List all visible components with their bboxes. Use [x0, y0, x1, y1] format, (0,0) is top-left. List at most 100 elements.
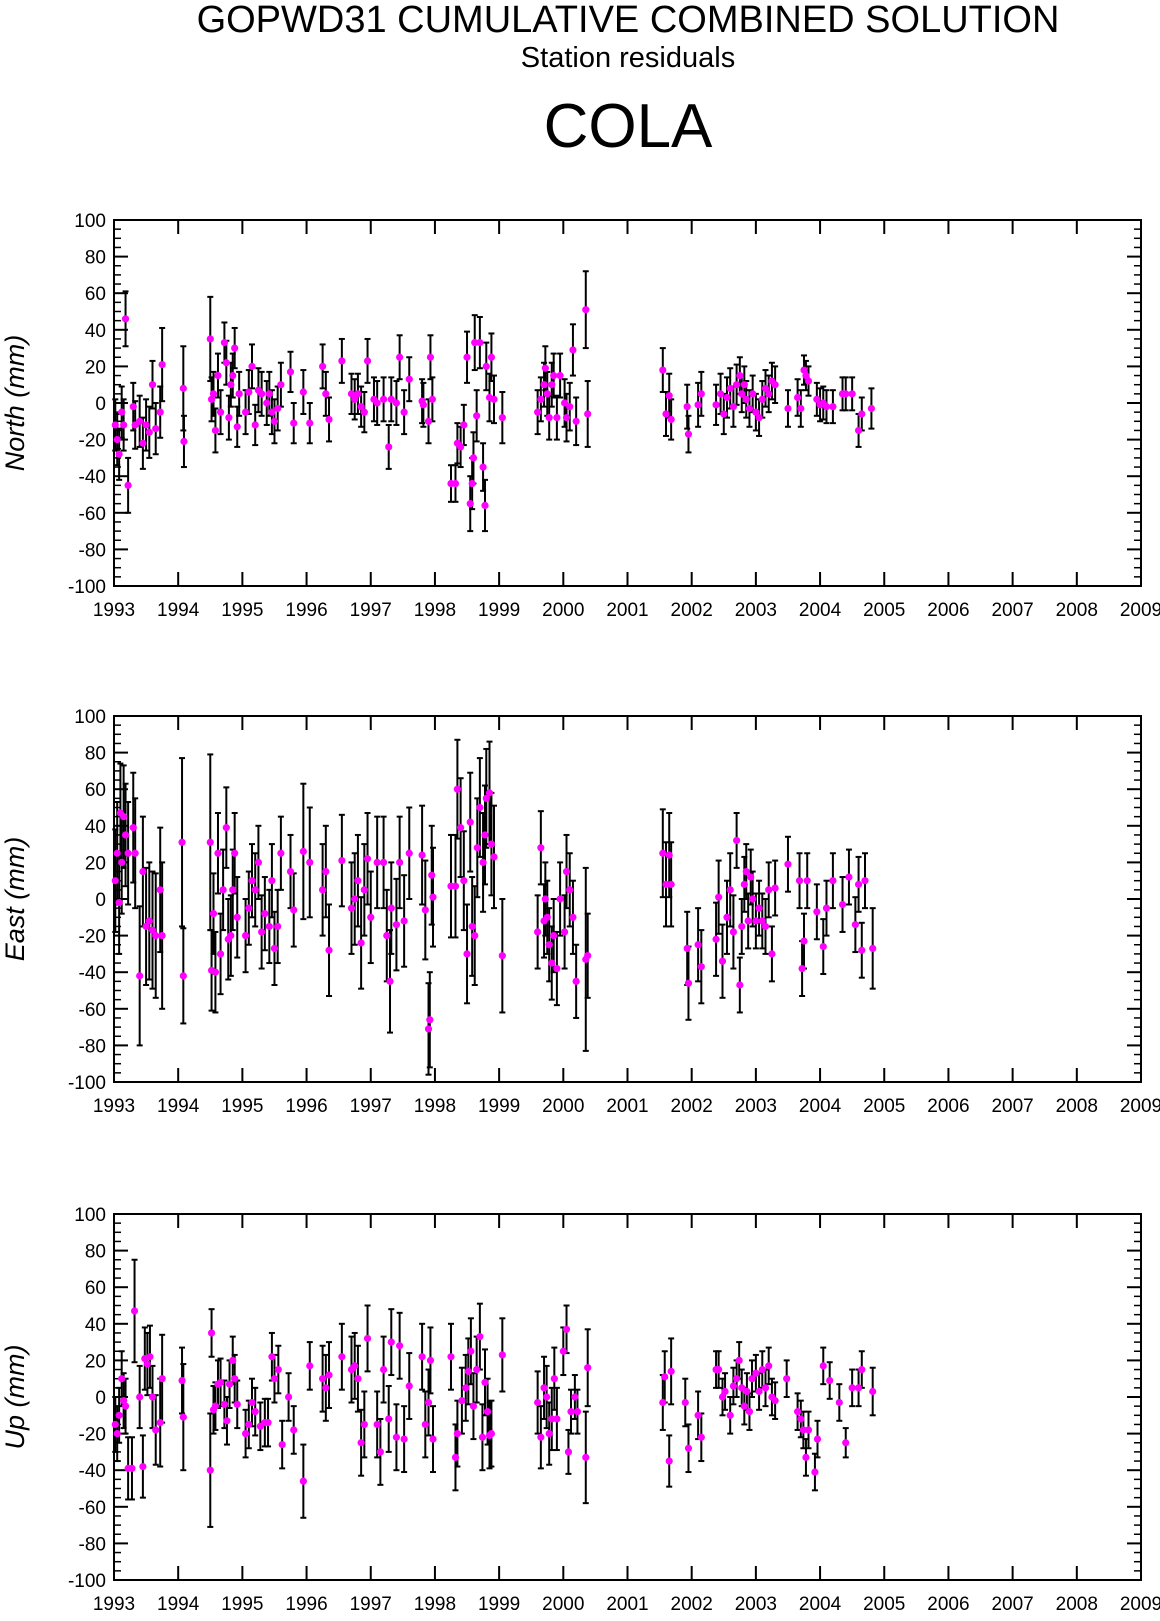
data-point [258, 928, 266, 936]
data-point [178, 1376, 186, 1385]
data-point [111, 877, 119, 885]
y-tick-label: 100 [74, 1205, 106, 1226]
data-point [761, 922, 770, 931]
station-name: COLA [543, 92, 713, 161]
data-point [822, 904, 831, 912]
data-point [659, 1398, 667, 1407]
data-point [121, 315, 130, 323]
data-point [357, 403, 365, 411]
x-tick-label: 2005 [863, 600, 905, 621]
data-point [485, 789, 494, 797]
data-point [211, 968, 220, 976]
x-tick-label: 2006 [927, 1096, 969, 1117]
data-point [373, 858, 381, 867]
data-point [214, 371, 222, 380]
data-point [726, 886, 734, 894]
data-point [290, 906, 298, 914]
x-tick-label: 2007 [991, 1096, 1033, 1117]
data-point [715, 1365, 723, 1374]
y-tick-label: -80 [79, 1534, 106, 1555]
data-point [325, 415, 333, 424]
data-point [803, 877, 811, 885]
data-point [120, 421, 128, 429]
data-point [738, 1384, 746, 1392]
data-point [550, 371, 558, 380]
data-point [584, 1364, 592, 1372]
data-point [749, 895, 757, 903]
x-tick-label: 2008 [1056, 1096, 1098, 1117]
data-point [245, 904, 253, 912]
data-point [768, 950, 776, 958]
data-point [466, 818, 474, 826]
data-point [684, 1444, 693, 1452]
data-point [534, 408, 542, 416]
x-tick-label: 2002 [671, 600, 713, 621]
data-point [385, 443, 393, 451]
data-point [712, 935, 720, 943]
data-point [207, 395, 216, 403]
data-point [740, 1402, 748, 1410]
data-point [178, 838, 186, 846]
data-point [540, 1384, 548, 1392]
x-tick-label: 1993 [93, 600, 135, 621]
data-point [718, 1393, 727, 1401]
x-tick-label: 1996 [285, 600, 327, 621]
x-tick-label: 2008 [1056, 1594, 1098, 1615]
data-point [584, 952, 592, 960]
data-point [466, 500, 474, 508]
data-point [813, 395, 821, 403]
data-point [373, 1420, 381, 1429]
data-point [270, 944, 279, 953]
data-point [559, 1347, 567, 1355]
data-point [793, 393, 802, 402]
y-tick-label: -60 [79, 1000, 106, 1021]
data-point [158, 932, 166, 940]
y-tick-label: -100 [68, 577, 106, 598]
data-point [245, 1420, 253, 1429]
data-point [811, 1468, 819, 1476]
data-point [694, 941, 702, 949]
data-point [545, 414, 553, 422]
data-point [473, 844, 481, 852]
data-point [662, 880, 670, 888]
data-point [231, 1375, 239, 1383]
y-tick-label: 40 [85, 817, 106, 838]
data-point [744, 917, 752, 925]
x-tick-label: 2000 [542, 1096, 584, 1117]
data-point [819, 1362, 827, 1370]
data-point [553, 964, 561, 973]
data-point [765, 886, 773, 894]
data-point [360, 886, 368, 894]
data-point [469, 1402, 478, 1410]
data-point [400, 1435, 408, 1443]
data-point [220, 1400, 229, 1408]
data-point [458, 1397, 466, 1405]
data-point [553, 1415, 561, 1423]
data-point [229, 1356, 237, 1364]
data-point [120, 1397, 128, 1405]
x-tick-label: 1993 [93, 1096, 135, 1117]
data-point [569, 346, 577, 354]
data-point [264, 1419, 272, 1427]
y-tick-label: -40 [79, 1461, 106, 1482]
data-point [479, 858, 487, 867]
data-point [113, 1430, 121, 1438]
y-tick-label: 40 [85, 321, 106, 342]
data-point [209, 390, 218, 398]
data-point [121, 831, 130, 839]
data-point [802, 1453, 810, 1461]
data-point [152, 932, 160, 940]
data-point [418, 1353, 426, 1361]
data-point [274, 1365, 282, 1374]
data-point [268, 877, 276, 885]
data-point [457, 443, 465, 451]
data-point [842, 390, 850, 398]
data-point [231, 344, 239, 352]
x-tick-label: 1995 [221, 1096, 263, 1117]
data-point [550, 932, 558, 940]
data-point [351, 395, 359, 403]
data-point [761, 1384, 770, 1392]
data-point [858, 410, 866, 418]
data-point [152, 425, 160, 433]
